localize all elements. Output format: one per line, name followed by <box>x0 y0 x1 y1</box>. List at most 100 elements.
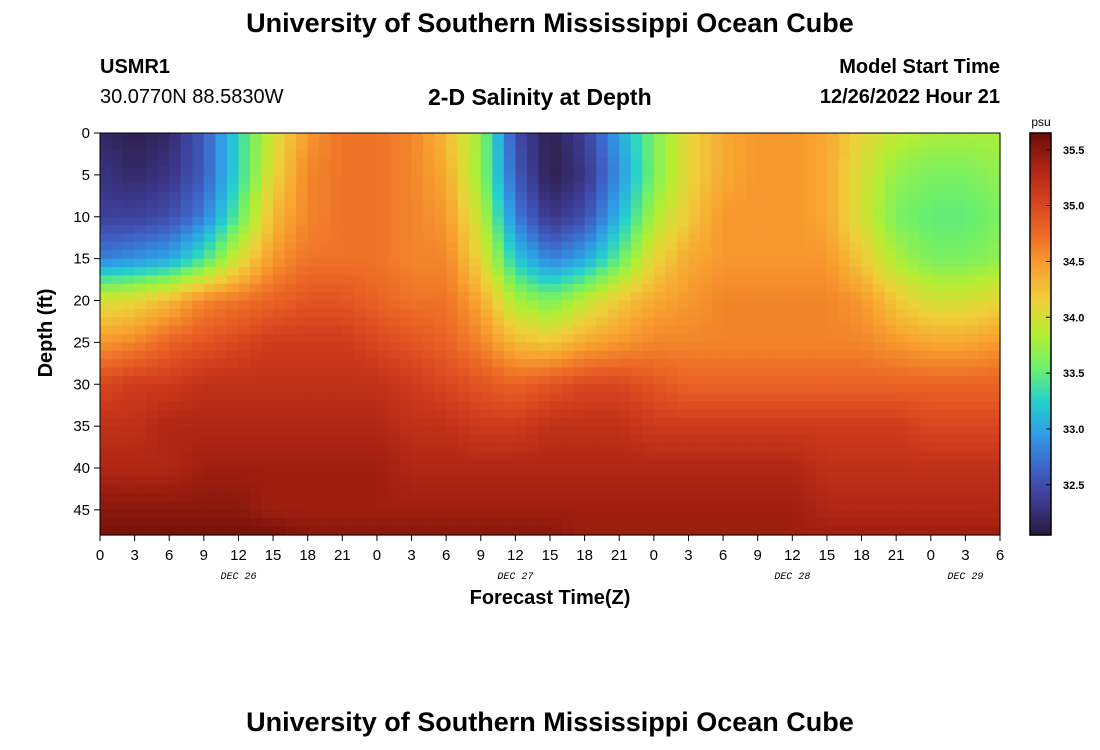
heatmap-cell <box>250 350 263 360</box>
heatmap-cell <box>919 208 932 218</box>
y-tick-label: 15 <box>73 251 90 268</box>
heatmap-cell <box>619 241 632 251</box>
heatmap-cell <box>988 334 1001 343</box>
heatmap-cell <box>192 518 205 528</box>
heatmap-cell <box>734 225 747 235</box>
heatmap-cell <box>123 283 136 293</box>
heatmap-cell <box>388 250 401 260</box>
heatmap-cell <box>988 359 1001 369</box>
heatmap-cell <box>619 434 632 444</box>
heatmap-cell <box>134 526 147 536</box>
heatmap-cell <box>503 292 516 302</box>
heatmap-cell <box>780 493 793 503</box>
heatmap-cell <box>723 384 736 394</box>
heatmap-cell <box>734 275 747 285</box>
heatmap-cell <box>203 434 216 444</box>
heatmap-cell <box>700 317 713 327</box>
heatmap-cell <box>988 183 1001 193</box>
heatmap-cell <box>526 518 540 528</box>
heatmap-cell <box>365 392 378 402</box>
heatmap-cell <box>480 308 493 318</box>
heatmap-cell <box>653 250 666 260</box>
heatmap-cell <box>642 392 655 402</box>
heatmap-cell <box>388 392 401 402</box>
heatmap-cell <box>365 426 378 436</box>
heatmap-cell <box>769 317 782 327</box>
heatmap-cell <box>942 392 955 402</box>
heatmap-cell <box>503 409 516 419</box>
heatmap-cell <box>434 384 447 394</box>
heatmap-cell <box>411 200 424 209</box>
heatmap-cell <box>630 426 643 436</box>
heatmap-cell <box>261 367 274 377</box>
heatmap-cell <box>803 384 816 394</box>
heatmap-cell <box>965 459 978 469</box>
heatmap-cell <box>723 484 736 494</box>
heatmap-cell <box>157 166 170 176</box>
heatmap-cell <box>169 174 182 184</box>
heatmap-cell <box>180 392 193 402</box>
heatmap-cell <box>515 149 528 159</box>
heatmap-cell <box>573 392 586 402</box>
heatmap-cell <box>215 241 228 251</box>
heatmap-cell <box>919 401 932 410</box>
heatmap-cell <box>157 526 170 536</box>
heatmap-cell <box>630 501 643 511</box>
heatmap-cell <box>596 401 609 410</box>
heatmap-cell <box>919 468 932 477</box>
heatmap-cell <box>203 267 216 276</box>
heatmap-cell <box>769 509 782 519</box>
heatmap-cell <box>284 133 297 142</box>
heatmap-cell <box>561 283 574 293</box>
heatmap-cell <box>411 501 424 511</box>
heatmap-cell <box>826 359 840 369</box>
heatmap-cell <box>515 292 528 302</box>
heatmap-cell <box>826 417 840 427</box>
heatmap-cell <box>653 426 666 436</box>
heatmap-cell <box>330 283 343 293</box>
heatmap-cell <box>226 367 240 377</box>
heatmap-cell <box>665 417 678 427</box>
heatmap-cell <box>769 174 782 184</box>
heatmap-cell <box>261 149 274 159</box>
heatmap-cell <box>526 426 540 436</box>
heatmap-cell <box>157 426 170 436</box>
heatmap-cell <box>261 325 274 335</box>
heatmap-cell <box>942 258 955 268</box>
heatmap-cell <box>573 359 586 369</box>
heatmap-cell <box>480 191 493 201</box>
heatmap-cell <box>250 141 263 151</box>
heatmap-cell <box>100 183 113 193</box>
heatmap-cell <box>400 526 413 536</box>
heatmap-cell <box>676 183 690 193</box>
heatmap-cell <box>619 334 632 343</box>
heatmap-cell <box>492 367 505 377</box>
heatmap-cell <box>492 149 505 159</box>
heatmap-cell <box>688 216 701 226</box>
heatmap-cell <box>953 493 966 503</box>
heatmap-cell <box>365 174 378 184</box>
heatmap-cell <box>273 334 286 343</box>
heatmap-cell <box>734 426 747 436</box>
heatmap-cell <box>642 149 655 159</box>
heatmap-cell <box>353 459 366 469</box>
heatmap-cell <box>457 434 470 444</box>
heatmap-cell <box>688 283 701 293</box>
heatmap-cell <box>515 275 528 285</box>
heatmap-cell <box>965 183 978 193</box>
heatmap-cell <box>757 493 770 503</box>
heatmap-cell <box>284 141 297 151</box>
heatmap-cell <box>619 133 632 142</box>
heatmap-cell <box>769 459 782 469</box>
heatmap-cell <box>838 526 851 536</box>
heatmap-cell <box>988 526 1001 536</box>
heatmap-cell <box>100 409 113 419</box>
heatmap-cell <box>238 334 251 343</box>
x-tick-label: 3 <box>961 547 969 564</box>
heatmap-cell <box>492 191 505 201</box>
heatmap-cell <box>180 141 193 151</box>
heatmap-cell <box>607 275 620 285</box>
heatmap-cell <box>411 166 424 176</box>
heatmap-cell <box>573 417 586 427</box>
heatmap-cell <box>376 484 390 494</box>
